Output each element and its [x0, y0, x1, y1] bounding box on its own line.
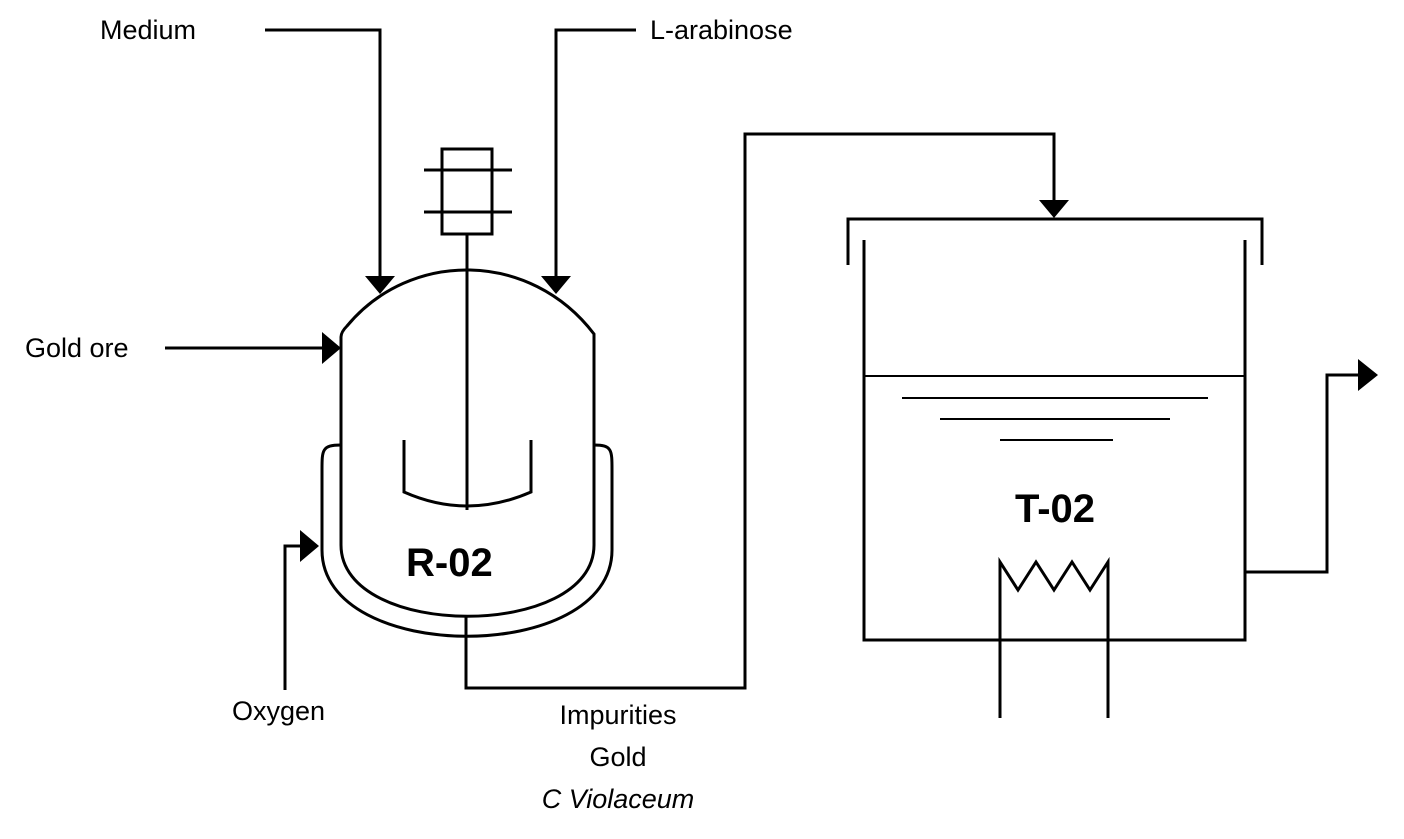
reactor-tag: R-02 [406, 541, 493, 585]
gold-ore-arrow-icon [322, 332, 341, 364]
oxygen-label: Oxygen [232, 696, 325, 726]
l-arabinose-feed-line [541, 28, 636, 294]
medium-feed-line [265, 28, 395, 294]
gold-ore-feed-line [165, 332, 341, 364]
tank-lid [846, 217, 1264, 265]
l-arabinose-label: L-arabinose [650, 15, 793, 45]
oxygen-arrow-icon [300, 530, 319, 562]
transfer-arrow-icon [1039, 200, 1069, 218]
tank-t-02 [846, 217, 1378, 718]
oxygen-feed-line [283, 530, 319, 690]
heating-coil-icon [998, 556, 1110, 718]
l-arabinose-arrow-icon [541, 276, 571, 294]
reactor-vessel [339, 268, 596, 618]
medium-label: Medium [100, 15, 196, 45]
tank-body [862, 240, 1247, 642]
medium-arrow-icon [365, 276, 395, 294]
impurities-label: Impurities [559, 700, 676, 730]
reactor-r-02 [320, 132, 1069, 690]
tank-tag: T-02 [1015, 487, 1095, 531]
agitator-motor-icon [424, 147, 512, 236]
gold-label: Gold [589, 742, 646, 772]
gold-ore-label: Gold ore [25, 333, 129, 363]
c-violaceum-label: C Violaceum [542, 784, 695, 814]
tank-outlet-arrow-icon [1358, 359, 1378, 391]
impeller-icon [402, 440, 533, 508]
